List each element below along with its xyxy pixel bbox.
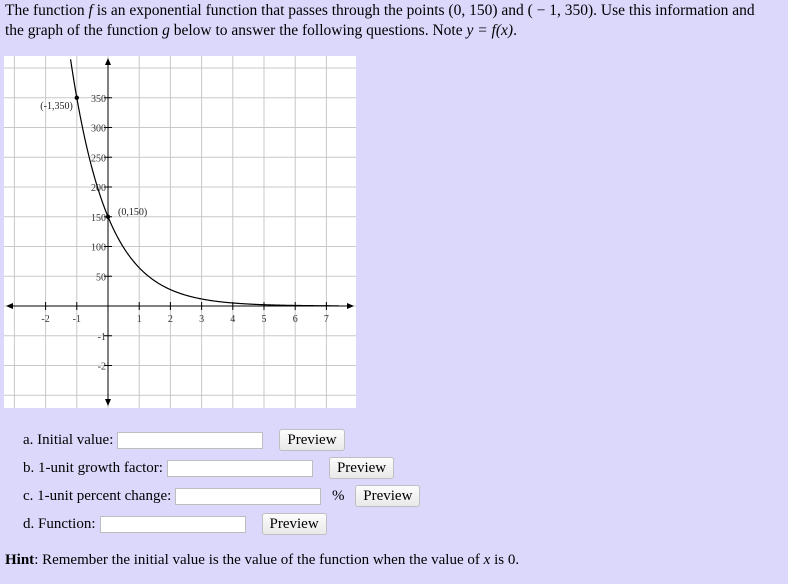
y-axis-arrow-down bbox=[105, 399, 111, 406]
preview-button-b[interactable]: Preview bbox=[328, 457, 395, 479]
hint-text: Hint: Remember the initial value is the … bbox=[5, 552, 520, 568]
y-tick-label: 150 bbox=[91, 213, 106, 224]
exponential-curve bbox=[69, 59, 339, 307]
x-tick-label: 2 bbox=[168, 314, 173, 325]
percent-sign: % bbox=[332, 487, 345, 504]
y-tick-label: -2 bbox=[98, 362, 106, 373]
percent-change-input[interactable] bbox=[175, 487, 322, 505]
y-axis-arrow-up bbox=[105, 58, 111, 65]
growth-factor-input[interactable] bbox=[166, 459, 313, 477]
question-a-label: a. Initial value: bbox=[23, 431, 114, 448]
question-c-row: c. 1-unit percent change: % Preview bbox=[23, 485, 421, 507]
data-point bbox=[74, 95, 80, 100]
question-d-row: d. Function: Preview bbox=[23, 513, 327, 535]
question-d-label: d. Function: bbox=[23, 515, 96, 532]
x-tick-label: 4 bbox=[230, 314, 235, 325]
x-tick-label: 1 bbox=[137, 314, 142, 325]
y-tick-label: 300 bbox=[91, 124, 106, 135]
x-axis-arrow-right bbox=[347, 303, 354, 309]
graph-svg: -2 -1 1 2 3 4 5 6 735030025020015010050-1-2(-1,3… bbox=[4, 56, 356, 408]
preview-button-d[interactable]: Preview bbox=[261, 513, 327, 535]
x-tick-label: -1 bbox=[73, 314, 81, 325]
preview-button-c[interactable]: Preview bbox=[355, 485, 421, 507]
y-tick-label: -1 bbox=[98, 332, 106, 343]
function-graph: -2 -1 1 2 3 4 5 6 7 350 300 250 200 150 100 50 -1 -2 (-1,3… bbox=[4, 56, 356, 408]
point-label: (-1,350) bbox=[40, 101, 73, 112]
y-tick-label: 350 bbox=[91, 94, 106, 105]
x-tick-label: 7 bbox=[324, 314, 329, 325]
x-tick-label: -2 bbox=[41, 314, 49, 325]
preview-button-a[interactable]: Preview bbox=[279, 429, 345, 451]
x-tick-label: 5 bbox=[262, 314, 267, 325]
y-tick-label: 250 bbox=[91, 153, 106, 164]
x-axis-arrow-left bbox=[6, 303, 13, 309]
x-tick-label: 3 bbox=[199, 314, 204, 325]
question-b-row: b. 1-unit growth factor: Preview bbox=[23, 457, 395, 479]
question-a-row: a. Initial value: Preview bbox=[23, 429, 345, 451]
point-label: (0,150) bbox=[118, 207, 147, 218]
question-b-label: b. 1-unit growth factor: bbox=[23, 459, 163, 476]
y-tick-label: 50 bbox=[96, 272, 106, 283]
data-point bbox=[105, 214, 111, 219]
question-c-label: c. 1-unit percent change: bbox=[23, 487, 172, 504]
problem-statement: The function f is an exponential functio… bbox=[5, 2, 755, 39]
y-tick-label: 100 bbox=[91, 243, 106, 254]
initial-value-input[interactable] bbox=[117, 431, 264, 449]
x-tick-label: 6 bbox=[293, 314, 298, 325]
function-input[interactable] bbox=[99, 515, 246, 533]
